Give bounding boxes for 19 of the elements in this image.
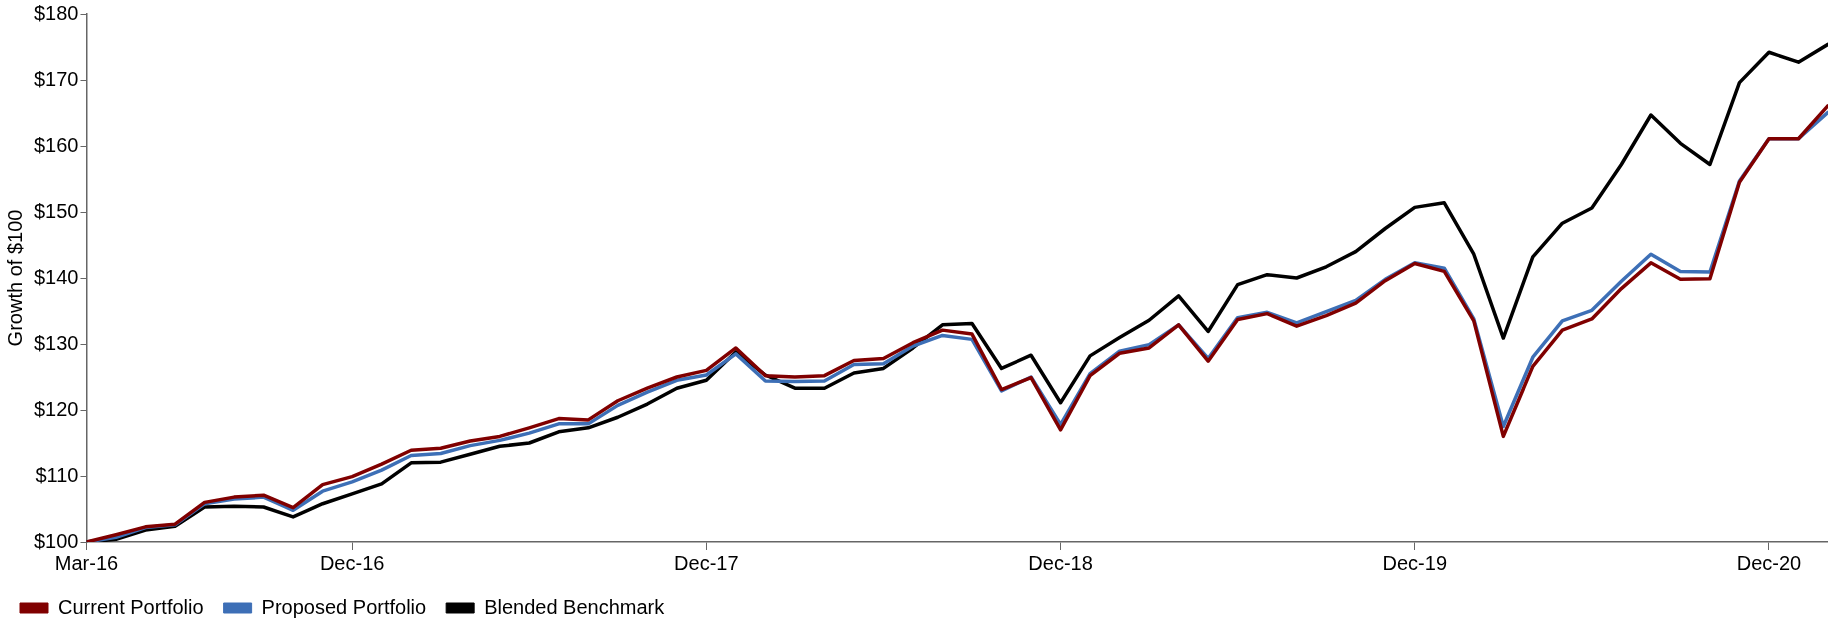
y-axis-title: Growth of $100 bbox=[3, 209, 26, 347]
x-tick-label: Dec-20 bbox=[1736, 551, 1802, 574]
y-tick-label: $100 bbox=[33, 529, 79, 552]
legend-label: Current Portfolio bbox=[58, 595, 204, 618]
y-tick-label: $150 bbox=[33, 199, 79, 222]
legend-label: Blended Benchmark bbox=[484, 595, 666, 618]
legend-label: Proposed Portfolio bbox=[261, 595, 427, 618]
x-tick-label: Dec-17 bbox=[674, 551, 739, 574]
y-tick-label: $180 bbox=[33, 1, 79, 24]
x-tick-label: Dec-16 bbox=[319, 551, 385, 574]
y-tick-label: $170 bbox=[33, 67, 79, 90]
y-tick-label: $130 bbox=[33, 331, 79, 354]
y-tick-label: $160 bbox=[33, 133, 79, 156]
x-tick-label: Dec-18 bbox=[1028, 551, 1093, 574]
x-tick-label: Mar-16 bbox=[54, 551, 119, 574]
y-tick-label: $110 bbox=[35, 463, 79, 486]
y-tick-label: $120 bbox=[33, 397, 79, 420]
y-tick-label: $140 bbox=[33, 265, 79, 288]
x-tick-label: Dec-19 bbox=[1382, 551, 1447, 574]
